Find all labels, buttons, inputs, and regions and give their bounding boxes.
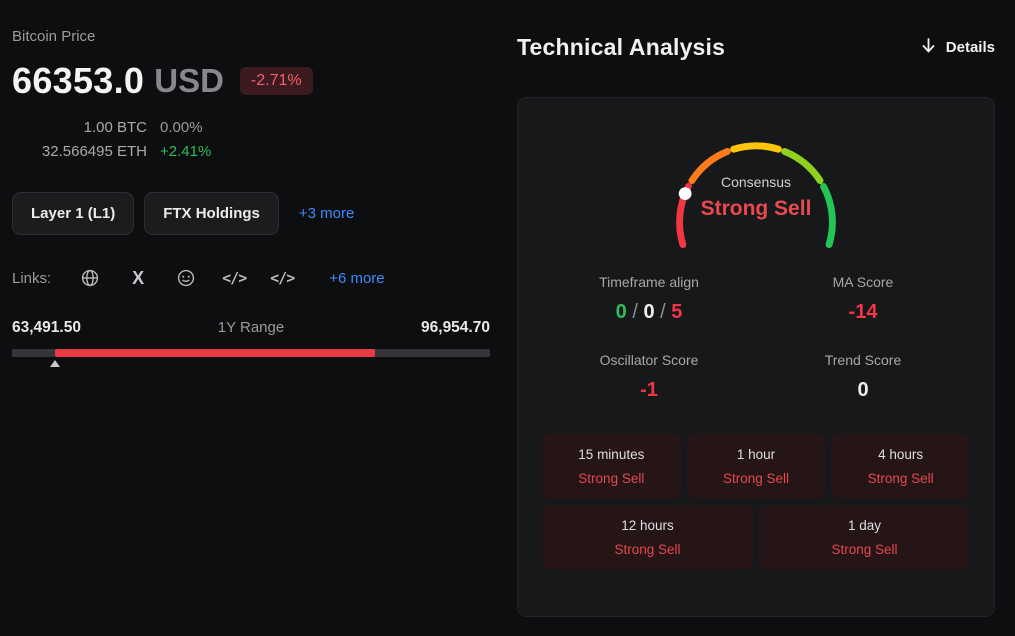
align-green-count: 0	[615, 301, 627, 323]
align-neutral-count: 0	[643, 301, 655, 323]
eth-value: 32.566495 ETH	[41, 143, 147, 160]
consensus-label: Consensus	[720, 174, 792, 190]
stat-label: Oscillator Score	[599, 352, 699, 368]
gauge-segment-yellow	[730, 142, 782, 153]
gauge-segment-green	[820, 182, 836, 249]
price-value: 66353.0	[12, 60, 145, 101]
stat-ma-score: MA Score -14	[756, 274, 970, 324]
eth-change: +2.41%	[160, 143, 212, 160]
gauge-segment-orange	[688, 147, 731, 185]
range-labels: 63,491.50 1Y Range 96,954.70	[12, 319, 490, 337]
oscillator-score-value: -1	[640, 379, 658, 401]
timeframe-card-1h[interactable]: 1 hour Strong Sell	[686, 434, 826, 499]
price-change-badge: -2.71%	[239, 67, 313, 95]
technical-analysis-header: Technical Analysis Details	[517, 34, 995, 61]
stats-grid: Timeframe align 0 / 0 / 5 MA Score -14 O…	[542, 274, 970, 402]
details-button[interactable]: Details	[920, 37, 995, 59]
reddit-icon[interactable]	[175, 267, 197, 289]
timeframe-cards: 15 minutes Strong Sell 1 hour Strong Sel…	[542, 434, 970, 570]
trend-score-value: 0	[857, 379, 869, 401]
gauge-segment-lightgreen	[781, 147, 824, 185]
stat-timeframe-align: Timeframe align 0 / 0 / 5	[542, 274, 756, 324]
btc-value: 1.00 BTC	[83, 119, 147, 136]
stat-label: MA Score	[832, 274, 894, 290]
consensus-gauge: Consensus Strong Sell	[658, 124, 854, 250]
conversions: 1.00 BTC 0.00% 32.566495 ETH +2.41%	[12, 116, 490, 164]
range-low: 63,491.50	[12, 319, 81, 336]
details-label: Details	[945, 39, 995, 56]
timeframe-card-1d[interactable]: 1 day Strong Sell	[759, 505, 970, 570]
tag-layer1-button[interactable]: Layer 1 (L1)	[12, 192, 135, 235]
range-label: 1Y Range	[217, 319, 285, 336]
gauge-needle-dot	[678, 187, 692, 201]
price-currency: USD	[154, 62, 224, 99]
stat-oscillator-score: Oscillator Score -1	[542, 352, 756, 402]
btc-change: 0.00%	[160, 119, 203, 136]
stat-value: 0 / 0 / 5	[615, 301, 683, 323]
tag-ftx-holdings-button[interactable]: FTX Holdings	[144, 192, 279, 235]
globe-icon[interactable]	[79, 267, 101, 289]
stat-label: Trend Score	[824, 352, 902, 368]
price-row: 66353.0 USD -2.71%	[12, 60, 490, 102]
download-arrow-icon	[920, 37, 937, 59]
range-high: 96,954.70	[421, 319, 490, 336]
code-icon[interactable]: </>	[222, 269, 247, 287]
stat-label: Timeframe align	[599, 274, 699, 290]
tags-more-link[interactable]: +3 more	[298, 205, 355, 222]
range-marker-triangle	[50, 360, 61, 367]
timeframe-card-15m[interactable]: 15 minutes Strong Sell	[542, 434, 681, 499]
conversion-row-btc: 1.00 BTC 0.00%	[12, 116, 490, 140]
links-label: Links:	[12, 269, 52, 287]
price-section: Bitcoin Price 66353.0 USD -2.71% 1.00 BT…	[12, 28, 490, 371]
x-icon[interactable]: X	[132, 267, 145, 288]
links-row: Links: X </> </> +6 more	[12, 267, 490, 289]
tags-row: Layer 1 (L1) FTX Holdings +3 more	[12, 192, 490, 235]
ma-score-value: -14	[848, 301, 878, 323]
range-bar	[12, 349, 490, 371]
page-title: Bitcoin Price	[12, 28, 96, 45]
stat-trend-score: Trend Score 0	[756, 352, 970, 402]
consensus-value: Strong Sell	[700, 197, 812, 220]
consensus: Consensus Strong Sell	[658, 174, 854, 221]
technical-analysis-panel: Consensus Strong Sell Timeframe align 0 …	[517, 97, 995, 617]
range-fill	[55, 349, 376, 357]
conversion-row-eth: 32.566495 ETH +2.41%	[12, 140, 490, 164]
align-red-count: 5	[671, 301, 683, 323]
technical-analysis-title: Technical Analysis	[517, 34, 726, 60]
code-icon[interactable]: </>	[270, 269, 295, 287]
links-more-link[interactable]: +6 more	[329, 269, 385, 287]
timeframe-card-12h[interactable]: 12 hours Strong Sell	[542, 505, 753, 570]
timeframe-card-4h[interactable]: 4 hours Strong Sell	[831, 434, 970, 499]
range-block: 63,491.50 1Y Range 96,954.70	[12, 319, 490, 371]
